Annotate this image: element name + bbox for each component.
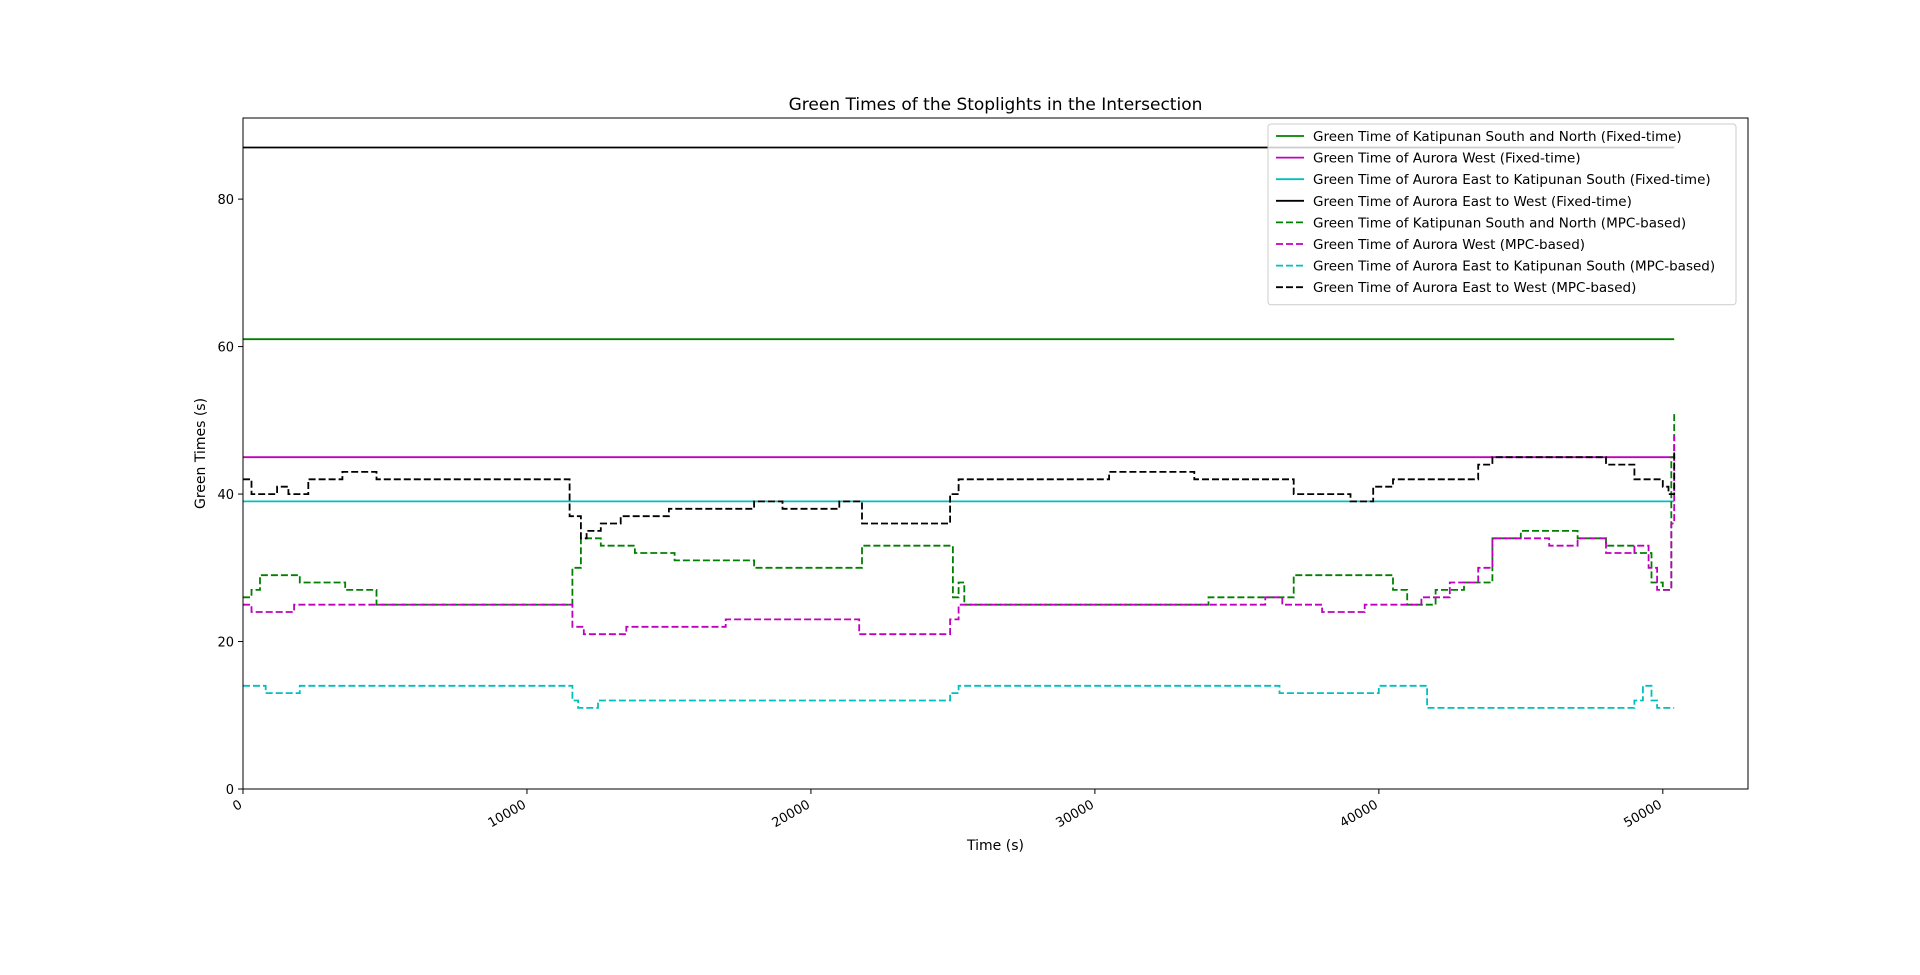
y-tick-label: 0 bbox=[226, 783, 234, 798]
legend-box bbox=[1267, 123, 1737, 306]
legend-label: Green Time of Katipunan South and North … bbox=[1313, 215, 1686, 231]
legend-label: Green Time of Aurora East to West (Fixed… bbox=[1313, 194, 1632, 210]
legend: Green Time of Katipunan South and North … bbox=[1267, 123, 1737, 306]
legend-label: Green Time of Katipunan South and North … bbox=[1313, 129, 1682, 145]
legend-label: Green Time of Aurora West (Fixed-time) bbox=[1313, 151, 1581, 167]
chart-title: Green Times of the Stoplights in the Int… bbox=[789, 95, 1203, 115]
series-line-7 bbox=[243, 684, 1675, 709]
series-line-5 bbox=[243, 412, 1676, 606]
y-tick-label: 20 bbox=[217, 636, 234, 651]
y-tick-label: 60 bbox=[217, 341, 234, 356]
y-tick-label: 40 bbox=[217, 488, 234, 503]
series-line-8 bbox=[243, 449, 1676, 540]
plot-data bbox=[243, 146, 1676, 709]
legend-label: Green Time of Aurora East to Katipunan S… bbox=[1313, 259, 1715, 275]
legend-label: Green Time of Aurora East to West (MPC-b… bbox=[1313, 280, 1636, 296]
plot-frame bbox=[242, 117, 1749, 790]
y-axis-title: Green Times (s) bbox=[193, 398, 209, 509]
y-tick-label: 80 bbox=[217, 193, 234, 208]
x-axis-title: Time (s) bbox=[966, 838, 1024, 854]
series-line-6 bbox=[243, 435, 1676, 636]
legend-label: Green Time of Aurora West (MPC-based) bbox=[1313, 237, 1585, 253]
legend-label: Green Time of Aurora East to Katipunan S… bbox=[1313, 172, 1711, 188]
